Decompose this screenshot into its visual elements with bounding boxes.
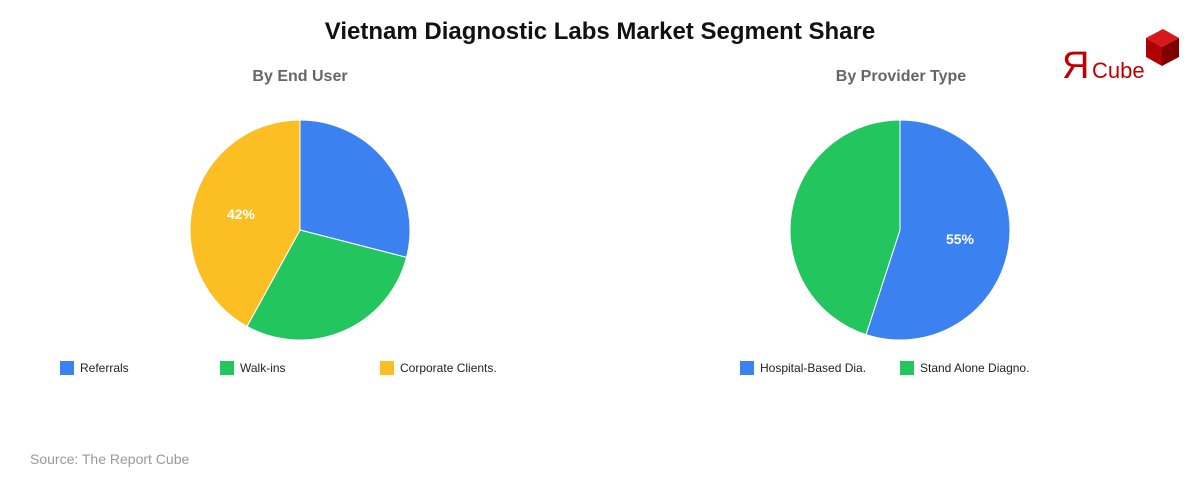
swatch-yellow [380, 361, 394, 375]
swatch-blue [740, 361, 754, 375]
pie-slice-referrals[interactable] [299, 119, 411, 258]
chart-title: Vietnam Diagnostic Labs Market Segment S… [324, 18, 876, 45]
legend-label: Referrals [80, 361, 129, 375]
legend-item-hospital-based[interactable]: Hospital-Based Dia. [740, 361, 866, 375]
source-note: Source: The Report Cube [30, 451, 190, 467]
logo-glyph: Я [1062, 45, 1089, 86]
legend-item-referrals[interactable]: Referrals [60, 361, 129, 375]
swatch-green [220, 361, 234, 375]
subtitle-provider-type: By Provider Type [835, 68, 967, 85]
pie-slice-hospital-based-dia[interactable] [865, 119, 1011, 341]
pie-slice-walk-ins[interactable] [246, 229, 408, 341]
legend-label: Walk-ins [240, 361, 286, 375]
legend-item-corporate-clients[interactable]: Corporate Clients. [380, 361, 497, 375]
pie-label-corporate: 42% [227, 206, 256, 222]
cube-logo-icon: Я Cube [1062, 29, 1179, 87]
pie-slice-corporate-clients[interactable] [189, 119, 301, 328]
legend-label: Hospital-Based Dia. [760, 361, 867, 375]
pie-end-user: 42% [189, 119, 411, 341]
swatch-blue [60, 361, 74, 375]
pie-provider-type: 55% [789, 119, 1011, 341]
subtitle-end-user: By End User [252, 68, 348, 85]
legend-item-stand-alone[interactable]: Stand Alone Diagno. [900, 361, 1029, 375]
legend-item-walk-ins[interactable]: Walk-ins [220, 361, 286, 375]
legend-label: Stand Alone Diagno. [920, 361, 1030, 375]
pie-label-hospital: 55% [946, 231, 975, 247]
swatch-green [900, 361, 914, 375]
report-cube-logo: Я Cube [1062, 26, 1182, 87]
pie-slice-stand-alone-diagno[interactable] [789, 119, 901, 336]
legend-label: Corporate Clients. [400, 361, 497, 375]
logo-text: Cube [1092, 58, 1145, 83]
